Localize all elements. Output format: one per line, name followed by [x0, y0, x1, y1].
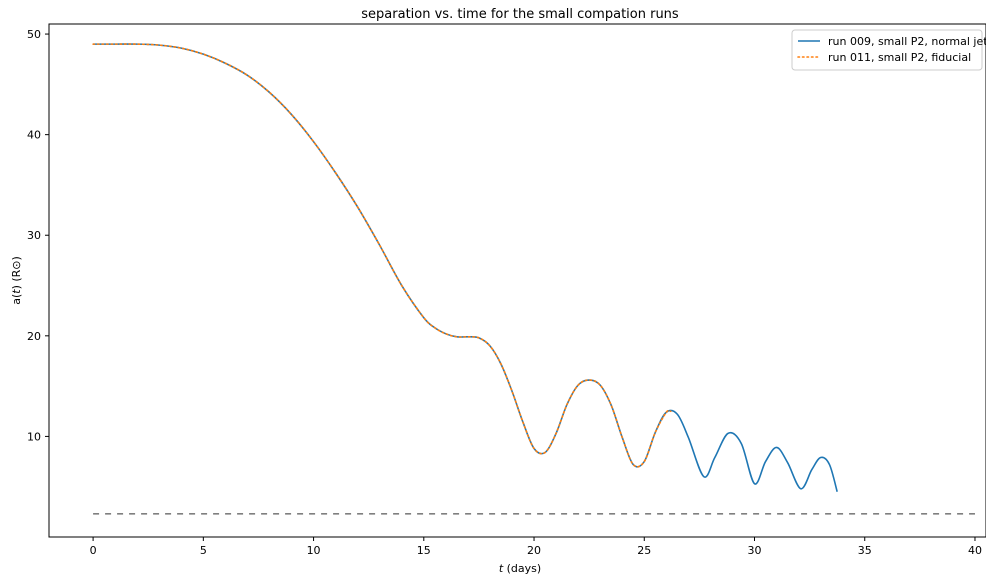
x-tick-label: 40: [968, 544, 982, 557]
legend-box: [791, 29, 983, 71]
x-tick-label: 20: [527, 544, 541, 557]
y-axis-ticks: 10 20 30 40 50: [27, 28, 49, 443]
y-axis-label: a(t) (R⊙): [10, 256, 23, 305]
x-axis-label: t (days): [499, 562, 541, 575]
x-tick-label: 15: [417, 544, 431, 557]
x-axis-ticks: 0 5 10 15 20 25 30 35 40: [90, 537, 982, 557]
x-tick-label: 35: [858, 544, 872, 557]
x-tick-label: 5: [200, 544, 207, 557]
y-tick-label: 10: [27, 430, 41, 443]
x-tick-label: 25: [637, 544, 651, 557]
y-tick-label: 40: [27, 129, 41, 142]
y-tick-label: 50: [27, 28, 41, 41]
x-tick-label: 30: [748, 544, 762, 557]
series-layer: [92, 43, 975, 515]
plot-frame: [48, 23, 986, 538]
x-tick-label: 10: [307, 544, 321, 557]
series-line-2: [92, 43, 672, 468]
y-tick-label: 30: [27, 229, 41, 242]
legend-entry-label: run 011, small P2, fiducial: [828, 51, 971, 64]
legend: run 009, small P2, normal jet run 011, sm…: [791, 29, 986, 71]
chart-title: separation vs. time for the small compat…: [361, 7, 679, 22]
y-tick-label: 20: [27, 330, 41, 343]
x-tick-label: 0: [90, 544, 97, 557]
legend-entry-label: run 009, small P2, normal jet: [828, 35, 986, 48]
